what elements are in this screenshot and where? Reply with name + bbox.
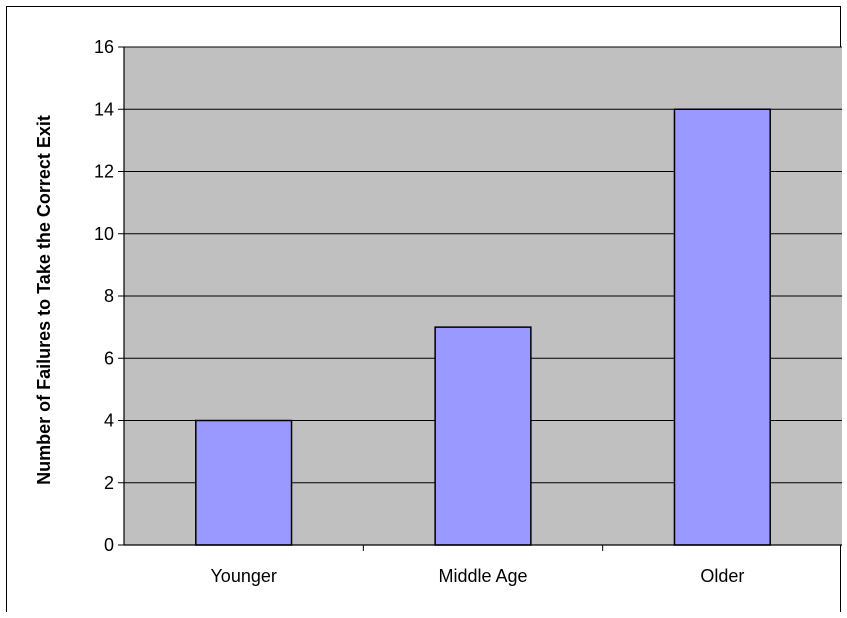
x-tick-label: Older	[700, 566, 744, 586]
bar	[673, 108, 771, 546]
y-tick-label: 4	[104, 411, 114, 431]
y-tick-label: 10	[94, 224, 114, 244]
x-tick-labels: Younger Middle Age Older	[210, 566, 744, 586]
axes	[118, 46, 842, 551]
y-tick-label: 12	[94, 162, 114, 182]
y-tick-label: 14	[94, 99, 114, 119]
x-tick-label: Younger	[210, 566, 276, 586]
bar	[434, 326, 532, 546]
y-tick-label: 16	[94, 37, 114, 57]
x-tick-label: Middle Age	[438, 566, 527, 586]
y-axis-title: Number of Failures to Take the Correct E…	[34, 115, 54, 485]
y-tick-label: 2	[104, 473, 114, 493]
y-tick-labels: 0 2 4 6 8 10 12 14 16	[94, 37, 114, 555]
bars	[195, 108, 771, 546]
y-tick-label: 8	[104, 286, 114, 306]
bar	[195, 419, 293, 546]
y-tick-label: 0	[104, 535, 114, 555]
y-tick-label: 6	[104, 348, 114, 368]
